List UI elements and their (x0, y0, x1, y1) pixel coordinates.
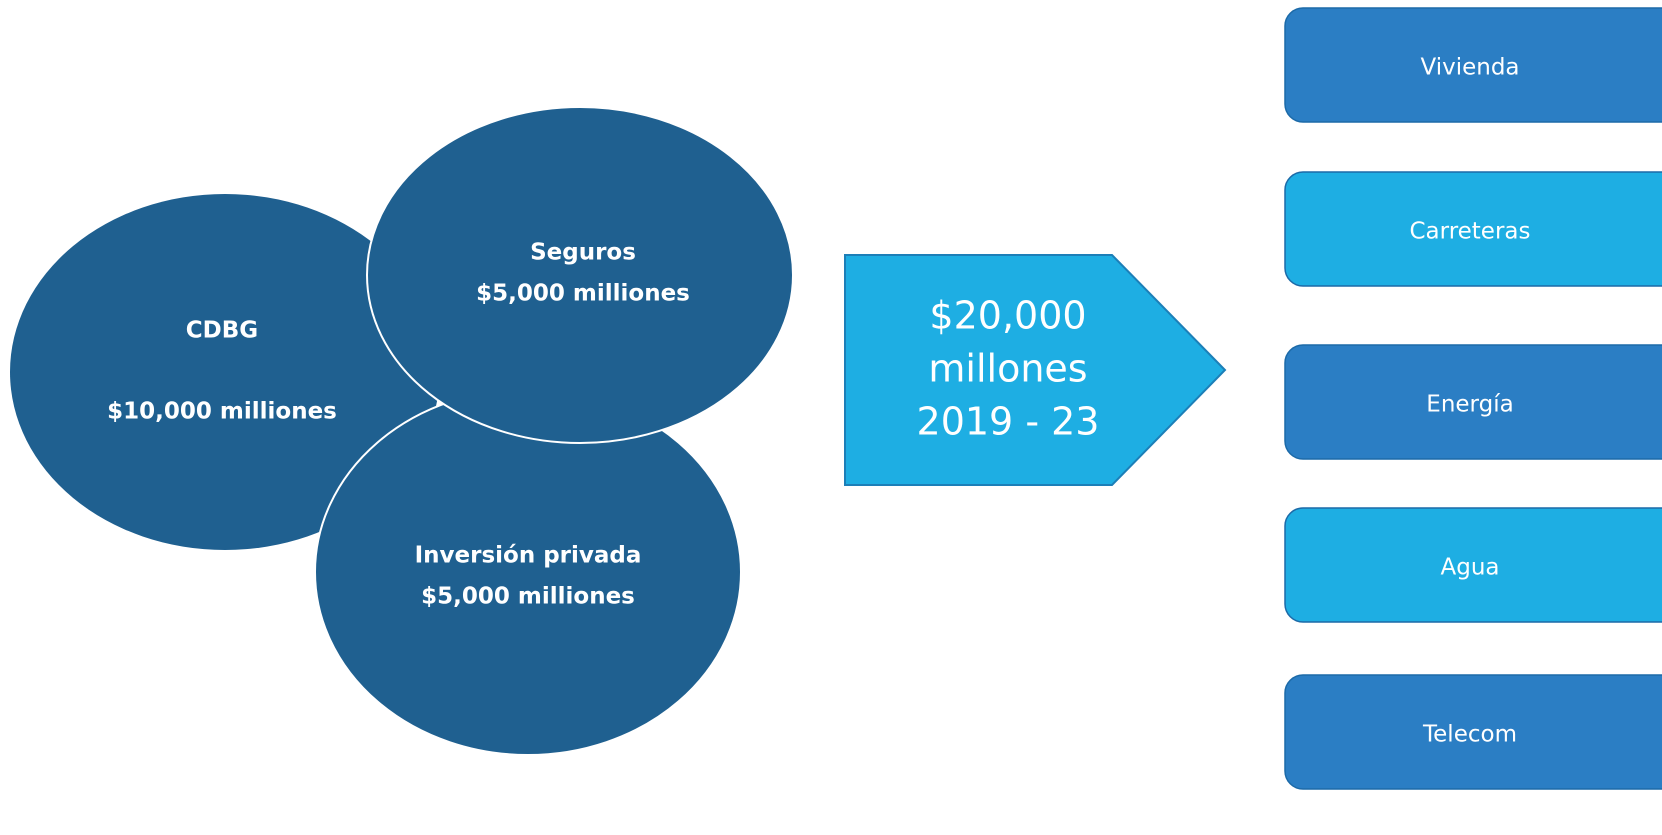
box-label: Vivienda (1420, 55, 1519, 81)
circle (10, 194, 440, 550)
circle-label: $5,000 milliones (476, 281, 690, 307)
circle (314, 388, 742, 756)
circle (366, 106, 794, 444)
box (1284, 171, 1662, 287)
box (1284, 507, 1662, 623)
arrow (844, 254, 1227, 486)
arrow-label: millones (928, 347, 1087, 391)
circle-label: $10,000 milliones (107, 399, 337, 425)
arrow-label: $20,000 (929, 294, 1086, 338)
box (1284, 7, 1662, 123)
box-label: Agua (1440, 555, 1499, 581)
box-label: Telecom (1422, 722, 1517, 748)
box-label: Energía (1426, 392, 1513, 418)
circle-label: CDBG (186, 318, 258, 344)
circle-label: $5,000 milliones (421, 584, 635, 610)
box-label: Carreteras (1409, 219, 1530, 245)
circle-label: Seguros (530, 240, 636, 266)
arrow-label: 2019 - 23 (917, 400, 1100, 444)
circle-label: Inversión privada (415, 543, 642, 569)
box (1284, 344, 1662, 460)
box (1284, 674, 1662, 790)
